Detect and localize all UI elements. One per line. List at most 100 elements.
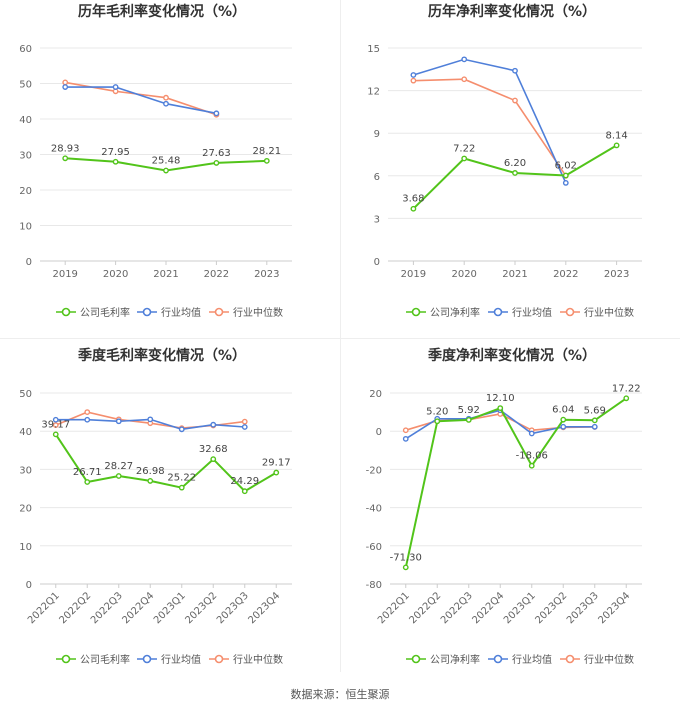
annual-net-x-tick-label: 2019	[401, 269, 426, 280]
quarterly-net-x-tick-label: 2022Q2	[408, 590, 444, 626]
annual-net-series-0-data-label: 7.22	[453, 143, 475, 154]
quarterly-net-x-tick-label: 2023Q3	[565, 590, 601, 626]
annual-gross-x-tick-label: 2021	[153, 269, 178, 280]
annual-net-series-0-data-label: 8.14	[605, 130, 627, 141]
annual-gross-series-0-point	[62, 155, 69, 162]
annual-gross-series-2-point	[62, 79, 69, 86]
annual-net-y-tick-label: 6	[374, 172, 380, 183]
annual-gross-y-tick-label: 40	[19, 115, 32, 126]
quarterly-gross-series-1-point	[84, 416, 91, 423]
annual-gross-y-tick-label: 30	[19, 151, 32, 162]
annual-gross-title: 历年毛利率变化情况（%）	[78, 3, 246, 20]
annual-net-x-tick-label: 2020	[451, 269, 476, 280]
annual-gross-y-tick-label: 20	[19, 186, 32, 197]
quarterly-gross-series-2-point	[241, 418, 248, 425]
annual-gross-y-tick-label: 60	[19, 44, 32, 55]
quarterly-gross-series-2-point	[84, 409, 91, 415]
quarterly-net-y-tick-label: -20	[366, 465, 382, 476]
annual-gross-x-tick-label: 2019	[52, 269, 77, 280]
quarterly-gross-series-0-point	[178, 484, 185, 491]
annual-net-title: 历年净利率变化情况（%）	[428, 3, 596, 20]
quarterly-net-legend-marker	[411, 654, 421, 664]
annual-net-series-2-point	[512, 97, 518, 104]
quarterly-net-series-0-point	[465, 416, 472, 423]
quarterly-net-series-0-point	[402, 564, 409, 571]
quarterly-net-series-0-data-label: -71.30	[390, 552, 422, 563]
annual-gross-legend-label: 行业中位数	[233, 306, 283, 319]
quarterly-gross-legend-marker	[61, 654, 71, 664]
quarterly-gross-y-tick-label: 10	[19, 542, 32, 553]
quarterly-net-series-0-data-label: 17.22	[612, 383, 641, 394]
quarterly-net-series-0-line	[404, 397, 627, 568]
quarterly-gross-x-tick-label: 2023Q1	[152, 590, 188, 626]
annual-gross-y-tick-label: 10	[19, 222, 32, 233]
annual-net-legend-marker	[565, 307, 575, 317]
annual-net-y-tick-label: 15	[367, 44, 380, 55]
quarterly-gross-legend-marker	[214, 654, 224, 664]
quarterly-net-series-1-point	[560, 423, 567, 430]
quarterly-net-legend-label: 行业均值	[512, 653, 552, 666]
quarterly-net-series-1-point	[402, 435, 409, 442]
quarterly-net-series-2-point	[402, 427, 409, 434]
annual-gross-legend-label: 公司毛利率	[80, 306, 130, 319]
annual-gross-legend-marker	[214, 307, 224, 317]
quarterly-gross-y-tick-label: 20	[19, 504, 32, 515]
quarterly-gross-y-tick-label: 40	[19, 427, 32, 438]
annual-gross-series-0-point	[213, 160, 220, 166]
quarterly-gross-y-tick-label: 50	[19, 389, 32, 400]
annual-net-series-2-point	[461, 76, 468, 83]
annual-net-series-0-point	[410, 205, 417, 212]
quarterly-gross-y-tick-label: 0	[26, 580, 32, 591]
annual-net-legend-label: 公司净利率	[430, 306, 480, 319]
annual-gross-series-1-point	[163, 100, 169, 107]
annual-net-series-0-data-label: 6.02	[555, 161, 577, 172]
annual-gross-series-1-point	[112, 84, 119, 90]
quarterly-net-x-tick-label: 2023Q4	[597, 590, 633, 626]
quarterly-gross-x-tick-label: 2023Q2	[184, 590, 220, 626]
annual-net-y-tick-label: 12	[367, 87, 380, 98]
quarterly-net-series-0-point	[497, 405, 504, 411]
annual-gross-x-tick-label: 2022	[204, 269, 229, 280]
quarterly-net-series-0-data-label: 12.10	[486, 393, 515, 404]
annual-net-legend-marker	[493, 307, 503, 317]
quarterly-net-legend-label: 公司净利率	[430, 653, 480, 666]
quarterly-net-series-1-point	[591, 423, 598, 430]
quarterly-gross-y-tick-label: 30	[19, 465, 32, 476]
quarterly-net-legend-marker	[493, 654, 503, 664]
quarterly-gross-series-1-point	[241, 424, 248, 430]
annual-net-y-tick-label: 0	[374, 257, 380, 268]
annual-net-series-1-line	[413, 58, 567, 184]
quarterly-net-series-0-point	[528, 462, 535, 469]
annual-net-series-0-point	[461, 155, 468, 162]
quarterly-gross-x-tick-label: 2023Q3	[215, 590, 251, 626]
quarterly-net-x-tick-label: 2023Q2	[534, 590, 570, 626]
annual-gross-series-1-point	[213, 110, 220, 117]
quarterly-net-y-tick-label: -80	[366, 580, 382, 591]
quarterly-net-legend-marker	[565, 654, 575, 664]
quarterly-gross-series-0-point	[84, 479, 91, 485]
vertical-divider	[340, 0, 341, 672]
quarterly-gross-title: 季度毛利率变化情况（%）	[77, 347, 246, 364]
quarterly-gross-series-0-point	[147, 478, 154, 484]
annual-net-series-0-point	[562, 172, 569, 179]
annual-net-series-0-point	[613, 142, 620, 149]
annual-net-series-1-point	[562, 179, 569, 186]
annual-net-legend-label: 行业均值	[512, 306, 552, 319]
quarterly-gross-series-0-data-label: 32.68	[199, 444, 228, 455]
quarterly-net-x-tick-label: 2022Q4	[471, 590, 507, 626]
quarterly-gross-series-2-point	[52, 422, 59, 428]
quarterly-gross-series-1-point	[52, 416, 59, 423]
annual-gross-series-0-data-label: 27.95	[101, 147, 130, 158]
quarterly-gross-x-tick-label: 2022Q2	[58, 590, 94, 626]
annual-gross-y-tick-label: 0	[26, 257, 32, 268]
annual-gross-y-tick-label: 50	[19, 80, 32, 91]
annual-gross-series-0-data-label: 27.63	[202, 148, 231, 159]
quarterly-gross-series-1-point	[115, 418, 122, 425]
quarterly-gross-series-1-point	[210, 421, 217, 428]
quarterly-gross-series-0-point	[115, 473, 122, 479]
annual-net-x-tick-label: 2023	[604, 269, 629, 280]
annual-gross-series-1-point	[62, 84, 69, 90]
annual-gross-series-0-point	[112, 158, 119, 165]
quarterly-net-title: 季度净利率变化情况（%）	[427, 347, 596, 364]
